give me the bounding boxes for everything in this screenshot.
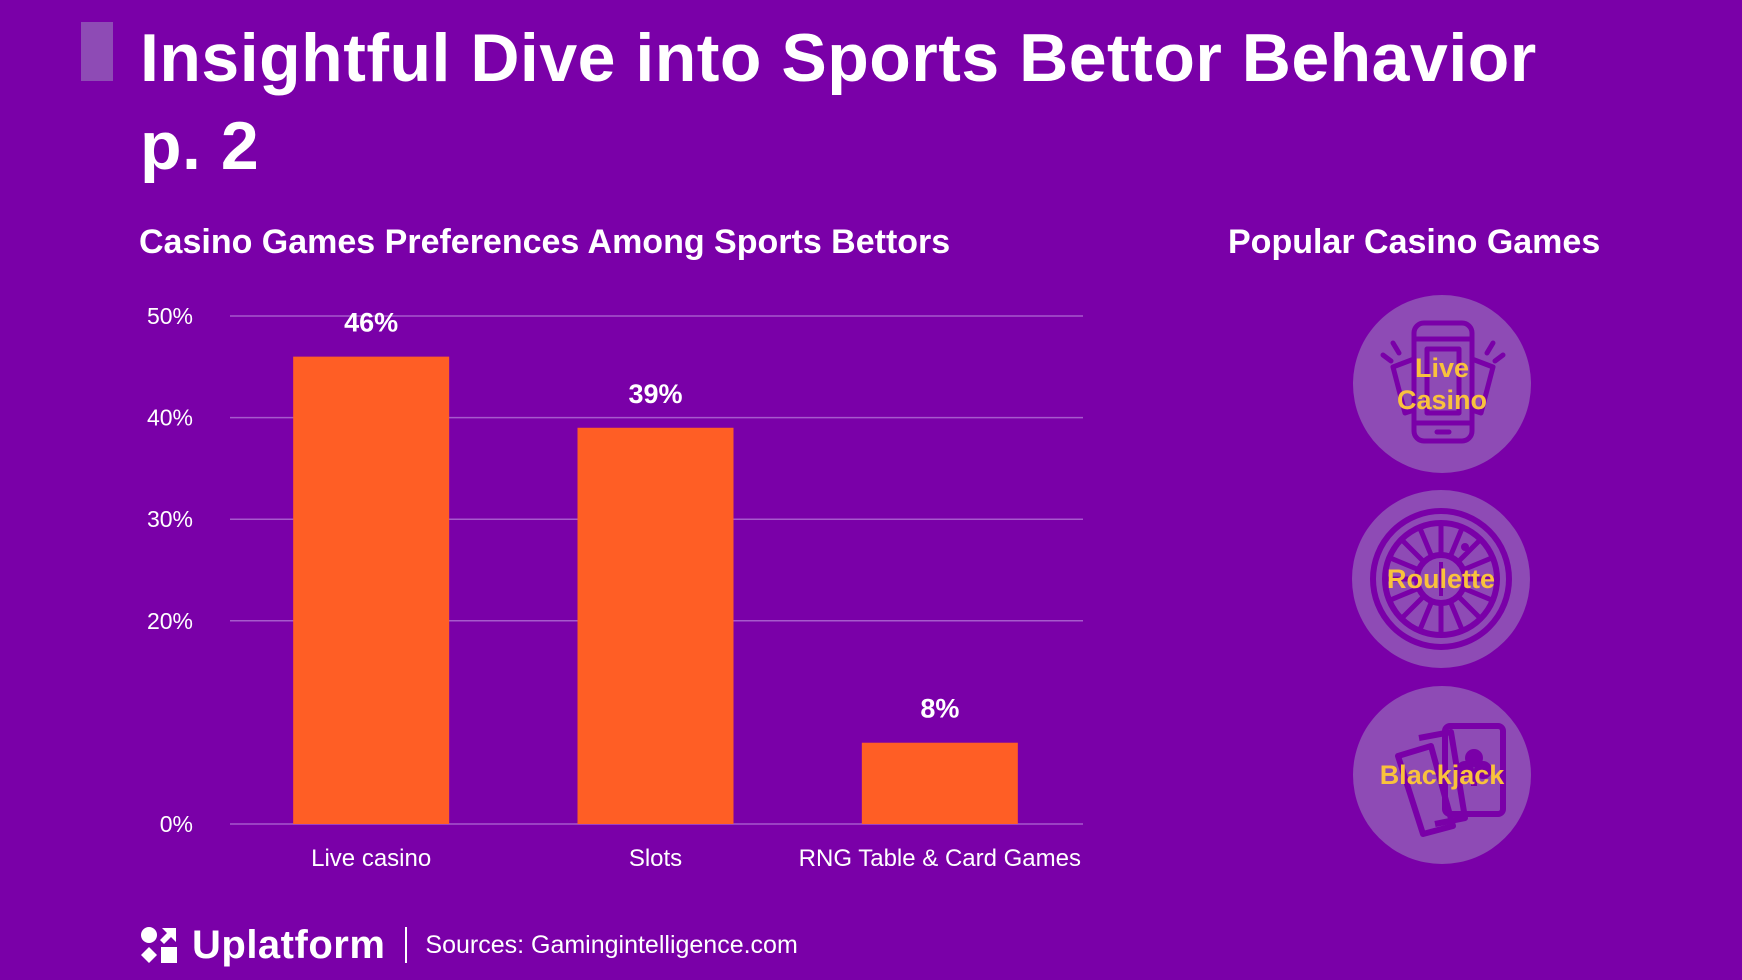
bar [293,356,450,824]
bar-chart: 0% 20% 30% 40% 50% 46% Live casino 39% Slots 8% RN… [147,303,1083,872]
roulette-spoke [1399,594,1426,621]
roulette-spoke [1447,600,1465,632]
x-category-label: RNG Table & Card Games [799,845,1081,872]
bar [861,742,1018,824]
title-accent-bar [81,22,113,81]
brand-name: Uplatform [192,922,386,967]
roulette-spoke [1447,526,1465,558]
popular-games-title: Popular Casino Games [1228,223,1601,261]
bar-value-label: 39% [628,379,682,409]
y-tick-label: 50% [147,303,193,329]
roulette-spoke [1388,585,1420,603]
game-label: Blackjack [1379,760,1505,790]
roulette-spoke [1417,526,1435,558]
game-card-live-casino: Live Casino [1353,295,1531,473]
roulette-spoke [1456,537,1483,564]
smartphone-cards-icon [1380,320,1506,444]
y-tick-label: 0% [160,811,193,837]
source-credit: Sources: Gamingintelligence.com [425,930,798,959]
uplatform-logo-icon [141,927,177,963]
game-card-blackjack: Blackjack [1353,686,1531,864]
y-tick-label: 20% [147,608,193,634]
roulette-wheel-icon [1370,508,1512,650]
roulette-spoke [1462,555,1494,573]
game-label: Live Casino [1396,353,1488,415]
roulette-spoke [1462,585,1494,603]
roulette-spoke [1399,537,1426,564]
x-category-label: Live casino [311,845,431,872]
game-card-roulette: Roulette [1352,490,1530,668]
roulette-spoke [1417,600,1435,632]
x-category-label: Slots [629,845,682,872]
playing-cards-icon [1395,723,1506,837]
bar-value-label: 8% [920,694,959,724]
game-label: Roulette [1387,564,1495,594]
chart-title: Casino Games Preferences Among Sports Be… [139,223,951,261]
footer: Uplatform Sources: Gamingintelligence.co… [140,920,798,970]
bar [577,427,734,824]
footer-divider [405,927,408,963]
y-tick-label: 40% [147,405,193,431]
roulette-spoke [1388,555,1420,573]
bar-value-label: 46% [344,308,398,338]
y-tick-label: 30% [147,506,193,532]
roulette-spoke [1456,594,1483,621]
page-title: Insightful Dive into Sports Bettor Behav… [140,20,1537,184]
